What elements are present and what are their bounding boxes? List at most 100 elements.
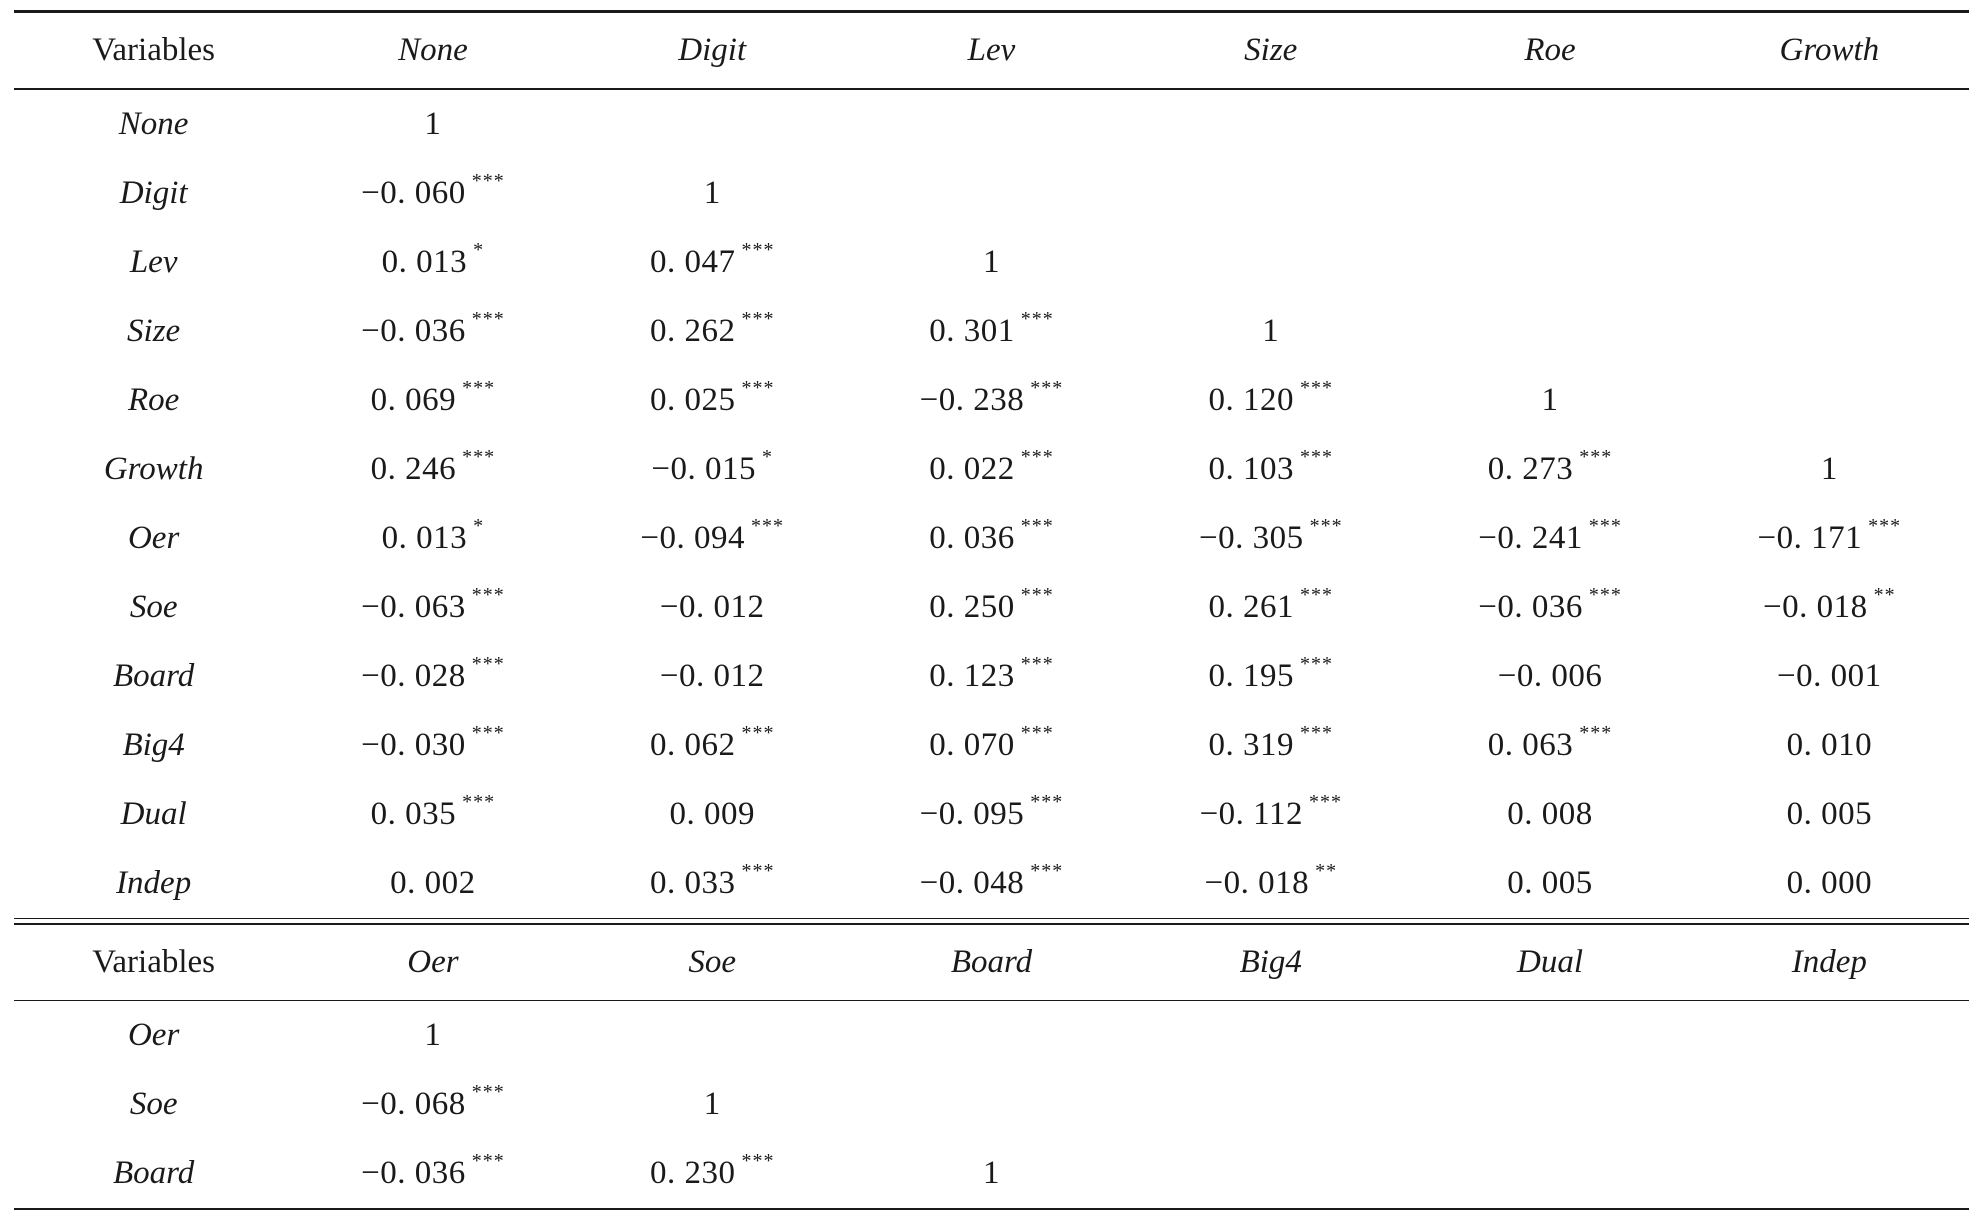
table-row: Size −0. 036 *** 0. 262 *** 0. 301 *** 1 (14, 297, 1969, 366)
row-label-soe: Soe (129, 588, 178, 625)
panel2-header-row: Variables Oer Soe Board Big4 Dual Indep (14, 925, 1969, 1000)
significance-stars: *** (741, 859, 775, 882)
table-cell: 0. 103 *** (1131, 446, 1410, 488)
table-cell: −0. 006 (1410, 658, 1689, 695)
cell-value: 1 (1541, 381, 1559, 418)
cell-value: −0. 241 (1478, 519, 1583, 556)
significance-stars: *** (471, 1150, 505, 1172)
table-cell: 0. 262 *** (573, 308, 852, 350)
cell-value: 0. 063 (1487, 726, 1574, 763)
table-cell: −0. 012 (573, 589, 852, 626)
panel1-body: None 1 Digit −0. 060 *** 1 Lev 0. 013 * 0. 047 ***… (14, 90, 1969, 918)
cell-value: 0. 013 (381, 519, 468, 556)
significance-stars: *** (1308, 790, 1342, 813)
table-cell: 0. 070 *** (852, 722, 1131, 764)
cell-value: 1 (424, 1017, 442, 1053)
significance-stars: * (473, 514, 485, 537)
significance-stars: *** (741, 721, 775, 744)
table-cell: 0. 261 *** (1131, 584, 1410, 626)
table-cell: −0. 068 *** (293, 1081, 572, 1123)
significance-stars: *** (471, 169, 505, 192)
significance-stars: *** (1300, 445, 1334, 468)
cell-value: −0. 012 (659, 657, 765, 694)
cell-value: 0. 047 (649, 243, 736, 280)
significance-stars: *** (471, 721, 505, 744)
table-cell: 0. 009 (573, 796, 852, 833)
table-cell: 1 (293, 1017, 572, 1054)
table-cell: −0. 094 *** (573, 515, 852, 557)
table-cell: 0. 246 *** (293, 446, 572, 488)
significance-stars: * (473, 238, 485, 261)
header-column-lev: Lev (967, 32, 1016, 68)
header-column-oer: Oer (407, 943, 459, 980)
row-label-oer: Oer (127, 1017, 180, 1053)
cell-value: 0. 022 (929, 450, 1015, 487)
table-cell: −0. 112 *** (1131, 791, 1410, 833)
table-cell: −0. 030 *** (293, 722, 572, 764)
significance-stars: *** (462, 445, 496, 468)
cell-value: −0. 060 (361, 174, 466, 211)
table-cell: 1 (573, 1086, 852, 1123)
panel1-header-row: Variables None Digit Lev Size Roe Growth (14, 13, 1969, 88)
table-cell: 0. 062 *** (573, 722, 852, 764)
cell-value: 0. 230 (649, 1155, 736, 1191)
table-cell: 0. 005 (1410, 865, 1689, 902)
cell-value: −0. 305 (1198, 519, 1304, 556)
table-cell: 1 (1690, 451, 1969, 488)
cell-value: 0. 013 (381, 243, 468, 280)
cell-value: −0. 012 (659, 588, 765, 625)
significance-stars: *** (1020, 652, 1054, 675)
cell-value: 0. 261 (1208, 588, 1295, 625)
significance-stars: *** (1300, 376, 1334, 399)
row-label-lev: Lev (129, 243, 178, 280)
table-row: Indep 0. 002 0. 033 *** −0. 048 *** −0. 018 ** 0… (14, 849, 1969, 918)
table-cell: 0. 005 (1690, 796, 1969, 833)
table-cell: 1 (293, 106, 572, 143)
cell-value: −0. 018 (1204, 864, 1310, 901)
header-column-indep: Indep (1791, 943, 1867, 980)
cell-value: 0. 008 (1507, 795, 1593, 832)
cell-value: −0. 063 (361, 588, 466, 625)
table-cell: 0. 035 *** (293, 791, 572, 833)
cell-value: 0. 010 (1786, 726, 1873, 763)
row-label-board: Board (113, 1155, 195, 1191)
significance-stars: *** (751, 514, 785, 537)
table-cell: 0. 063 *** (1410, 722, 1689, 764)
panel2-body: Oer 1 Soe −0. 068 *** 1 Board −0. 036 *** 0. 230 *… (14, 1001, 1969, 1208)
table-cell: −0. 018 ** (1131, 860, 1410, 902)
significance-stars: *** (741, 238, 775, 261)
cell-value: −0. 171 (1757, 519, 1863, 556)
cell-value: 1 (982, 1155, 1000, 1191)
cell-value: 1 (703, 1086, 721, 1122)
header-column-none: None (398, 32, 468, 68)
row-label-indep: Indep (116, 864, 192, 901)
header-variables-label: Variables (92, 943, 216, 980)
cell-value: 0. 070 (929, 726, 1015, 763)
cell-value: −0. 048 (919, 864, 1025, 901)
cell-value: 0. 062 (649, 726, 736, 763)
header-column-growth: Growth (1779, 32, 1880, 68)
significance-stars: *** (1300, 652, 1334, 675)
cell-value: 0. 103 (1208, 450, 1295, 487)
cell-value: 0. 035 (370, 795, 457, 832)
cell-value: 0. 000 (1786, 864, 1873, 901)
cell-value: 1 (703, 174, 721, 211)
significance-stars: *** (1020, 307, 1054, 330)
cell-value: 0. 033 (649, 864, 736, 901)
significance-stars: ** (1873, 583, 1896, 606)
table-cell: −0. 028 *** (293, 653, 572, 695)
significance-stars: *** (741, 1150, 775, 1172)
table-row: Roe 0. 069 *** 0. 025 *** −0. 238 *** 0. 120 ***… (14, 366, 1969, 435)
table-row: Digit −0. 060 *** 1 (14, 159, 1969, 228)
panel1-header-rule (14, 88, 1969, 90)
header-column-digit: Digit (678, 32, 747, 68)
cell-value: 0. 273 (1487, 450, 1574, 487)
table-cell: −0. 015 * (573, 446, 852, 488)
header-column-soe: Soe (688, 943, 737, 980)
significance-stars: *** (471, 1081, 505, 1103)
cell-value: −0. 095 (919, 795, 1025, 832)
significance-stars: *** (1020, 514, 1054, 537)
cell-value: 0. 005 (1507, 864, 1593, 901)
table-cell: 0. 123 *** (852, 653, 1131, 695)
cell-value: 0. 301 (929, 312, 1015, 349)
